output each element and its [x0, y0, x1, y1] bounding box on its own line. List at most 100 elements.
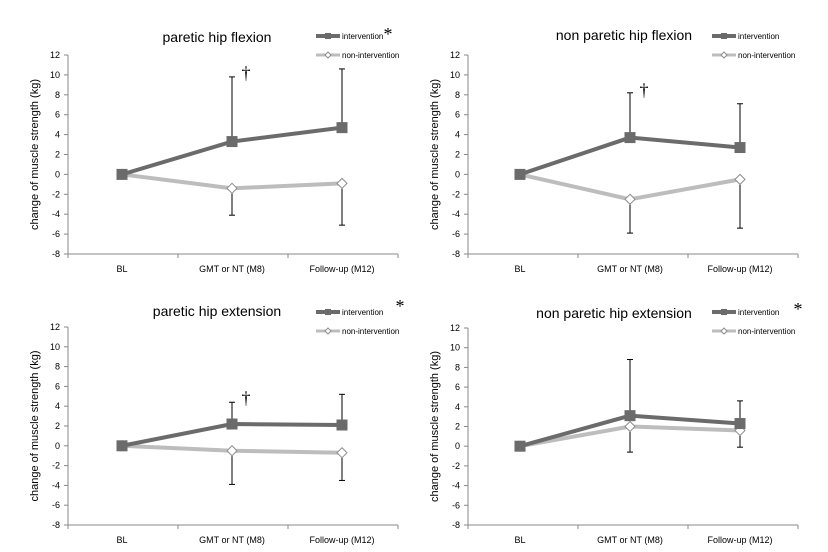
x-tick-label: Follow-up (M12): [309, 535, 374, 545]
data-point-intervention: [116, 168, 128, 180]
y-axis-label: change of muscle strength (kg): [29, 350, 41, 501]
data-point-intervention: [734, 418, 746, 430]
chart-title: paretic hip extension: [153, 303, 281, 319]
y-tick-label: 0: [455, 441, 460, 451]
y-tick-label: -2: [52, 461, 60, 471]
significance-star: *: [794, 299, 803, 319]
series-line-intervention: [519, 135, 741, 177]
y-tick-label: -6: [452, 500, 460, 510]
significance-dagger: †: [242, 388, 251, 408]
y-tick-label: 8: [455, 362, 460, 372]
significance-star: *: [396, 296, 405, 316]
significance-dagger: †: [640, 80, 649, 100]
legend-label: intervention: [738, 32, 779, 41]
y-tick-label: 0: [455, 169, 460, 179]
significance-dagger: †: [242, 63, 251, 83]
y-tick-label: -4: [452, 209, 460, 219]
legend-label: non-intervention: [738, 51, 795, 60]
legend-label: non-intervention: [738, 327, 795, 336]
data-point-intervention: [226, 136, 238, 148]
data-point-intervention: [514, 168, 526, 180]
legend-marker: [324, 51, 332, 59]
data-point-intervention: [336, 419, 348, 431]
x-tick-label: BL: [514, 264, 525, 274]
legend-label: non-intervention: [342, 51, 399, 60]
data-point-non-intervention: [734, 173, 746, 186]
y-axis-label: change of muscle strength (kg): [429, 351, 441, 502]
y-axis-label: change of muscle strength (kg): [29, 79, 41, 230]
y-tick-label: 10: [450, 343, 460, 353]
data-point-non-intervention: [336, 177, 348, 190]
y-tick-label: 4: [455, 402, 460, 412]
x-tick-label: BL: [116, 535, 127, 545]
data-point-intervention: [734, 142, 746, 154]
y-tick-label: 4: [455, 130, 460, 140]
y-tick-label: 10: [50, 342, 60, 352]
data-point-intervention: [226, 418, 238, 430]
chart-panel-1: -8 -6 -4 -2 0 2 4 6 8 10 12 BL GMT or NT (M8) Follow-…: [29, 24, 399, 274]
x-tick-label: Follow-up (M12): [309, 264, 374, 274]
y-tick-label: 8: [455, 90, 460, 100]
y-tick-label: -4: [452, 481, 460, 491]
chart-panel-3: -8 -6 -4 -2 0 2 4 6 8 10 12 BL GMT or NT (M8) Follow-…: [29, 296, 405, 545]
legend-marker: [720, 327, 728, 335]
data-point-intervention: [624, 410, 636, 422]
x-tick-label: BL: [116, 264, 127, 274]
y-tick-label: -4: [52, 209, 60, 219]
x-tick-label: Follow-up (M12): [707, 535, 772, 545]
legend-label: intervention: [342, 32, 383, 41]
data-point-intervention: [624, 132, 636, 144]
y-tick-label: 2: [55, 150, 60, 160]
y-tick-label: 10: [450, 70, 460, 80]
y-tick-label: -6: [52, 500, 60, 510]
x-tick-label: GMT or NT (M8): [597, 264, 663, 274]
y-tick-label: -6: [452, 229, 460, 239]
chart-panel-4: -8 -6 -4 -2 0 2 4 6 8 10 12 BL GMT or NT (M8) Follow-…: [429, 299, 803, 545]
significance-star: *: [384, 24, 393, 44]
data-point-intervention: [514, 440, 526, 452]
y-tick-label: -4: [52, 480, 60, 490]
y-tick-label: -6: [52, 229, 60, 239]
y-tick-label: 12: [450, 50, 460, 60]
y-tick-label: 8: [55, 362, 60, 372]
y-axis-label: change of muscle strength (kg): [429, 79, 441, 230]
y-tick-label: -2: [452, 189, 460, 199]
x-tick-label: GMT or NT (M8): [199, 535, 265, 545]
y-tick-label: -8: [452, 249, 460, 259]
x-tick-label: Follow-up (M12): [707, 264, 772, 274]
chart-title: non paretic hip flexion: [556, 27, 692, 43]
y-tick-label: -2: [52, 189, 60, 199]
y-tick-label: 12: [50, 50, 60, 60]
y-tick-label: 2: [455, 422, 460, 432]
legend-marker: [325, 309, 331, 315]
chart-title: non paretic hip extension: [536, 305, 692, 321]
x-tick-label: GMT or NT (M8): [597, 535, 663, 545]
data-point-non-intervention: [226, 445, 238, 457]
legend-label: intervention: [342, 308, 383, 317]
y-tick-label: -2: [452, 461, 460, 471]
y-tick-label: -8: [452, 520, 460, 530]
legend-marker: [721, 309, 727, 315]
y-tick-label: 2: [455, 150, 460, 160]
legend-label: non-intervention: [342, 327, 399, 336]
y-tick-label: 6: [455, 382, 460, 392]
y-tick-label: 8: [55, 90, 60, 100]
y-tick-label: -8: [52, 249, 60, 259]
y-tick-label: 0: [55, 169, 60, 179]
x-tick-label: BL: [514, 535, 525, 545]
legend-marker: [324, 327, 332, 335]
data-point-non-intervention: [226, 182, 238, 195]
y-tick-label: 2: [55, 421, 60, 431]
y-tick-label: 6: [55, 110, 60, 120]
y-tick-label: 4: [55, 130, 60, 140]
y-tick-label: 12: [50, 322, 60, 332]
y-tick-label: 4: [55, 401, 60, 411]
y-tick-label: 0: [55, 441, 60, 451]
y-tick-label: 10: [50, 70, 60, 80]
y-tick-label: -8: [52, 520, 60, 530]
legend-label: intervention: [738, 308, 779, 317]
chart-panel-2: -8 -6 -4 -2 0 2 4 6 8 10 12 BL GMT or NT (M8) Follow-…: [429, 27, 799, 274]
legend-marker: [325, 33, 331, 39]
chart-title: paretic hip flexion: [163, 29, 272, 45]
